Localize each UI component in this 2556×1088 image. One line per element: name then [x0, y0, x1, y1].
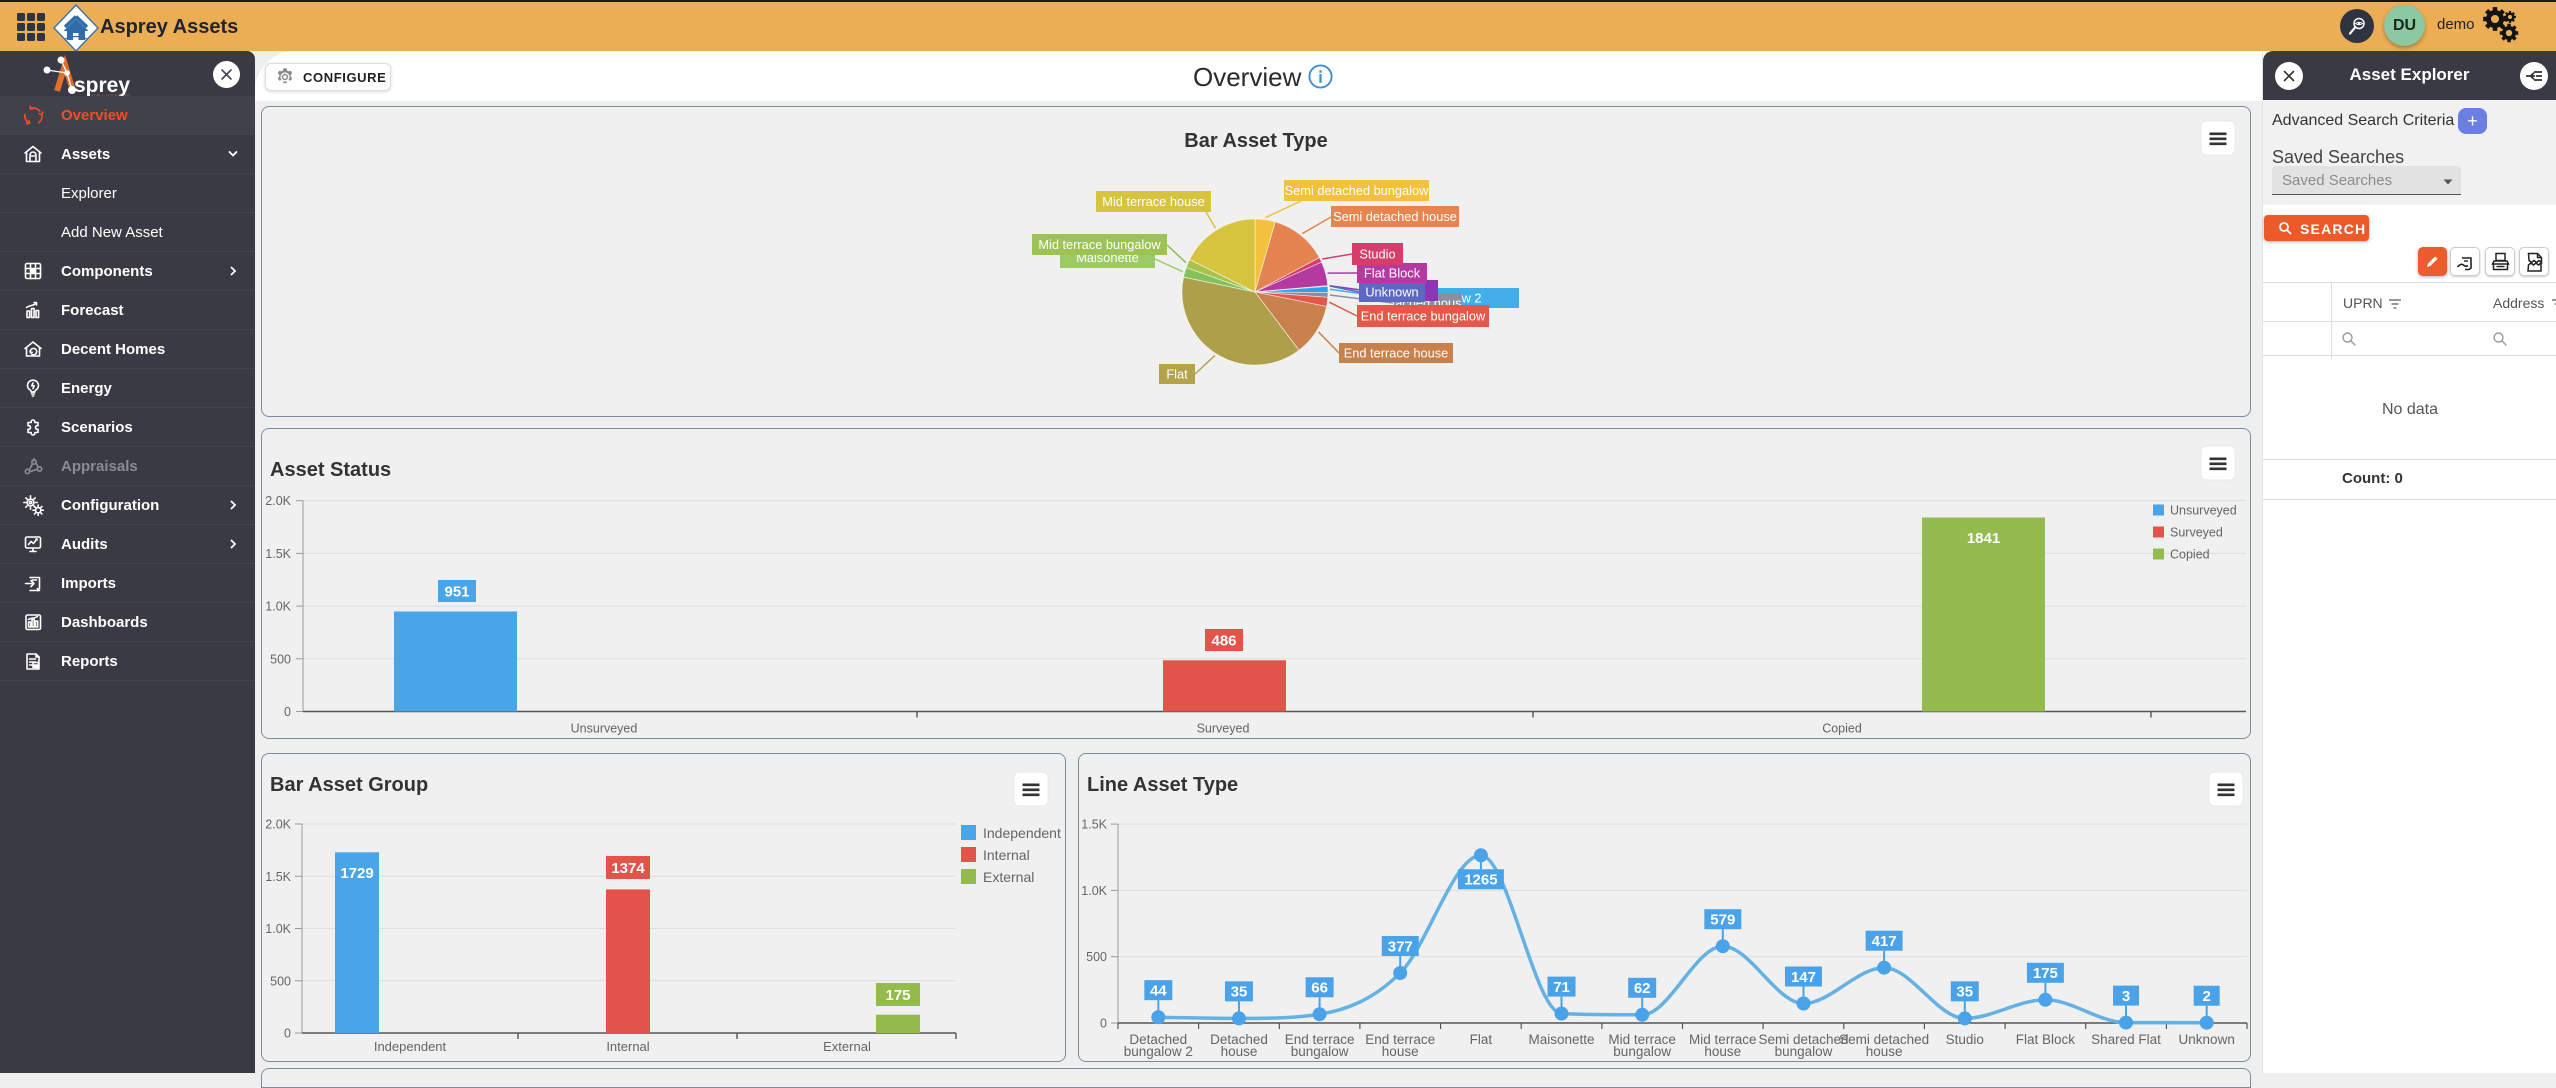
svg-text:1374: 1374	[611, 860, 645, 877]
svg-text:1841: 1841	[1967, 530, 2000, 547]
svg-text:1.5K: 1.5K	[265, 547, 291, 561]
svg-text:2.0K: 2.0K	[265, 818, 291, 832]
svg-text:1.5K: 1.5K	[265, 870, 291, 884]
svg-text:Mid terrace: Mid terrace	[1608, 1032, 1676, 1047]
svg-text:house: house	[1382, 1044, 1419, 1059]
svg-text:0: 0	[284, 705, 291, 719]
svg-text:Mid terrace house: Mid terrace house	[1102, 194, 1204, 209]
svg-text:71: 71	[1553, 979, 1570, 996]
svg-text:External: External	[983, 869, 1034, 885]
svg-text:End terrace: End terrace	[1285, 1032, 1355, 1047]
svg-text:1.0K: 1.0K	[1081, 884, 1107, 898]
svg-text:62: 62	[1634, 980, 1651, 997]
svg-text:End terrace bungalow: End terrace bungalow	[1361, 308, 1486, 323]
svg-text:Independent: Independent	[374, 1039, 447, 1054]
svg-text:2: 2	[2203, 988, 2211, 1005]
svg-text:house: house	[1221, 1044, 1258, 1059]
svg-text:Line Asset Type: Line Asset Type	[1087, 774, 1238, 796]
svg-text:3: 3	[2122, 988, 2130, 1005]
svg-text:Mid terrace: Mid terrace	[1689, 1032, 1757, 1047]
svg-text:1.0K: 1.0K	[265, 922, 291, 936]
svg-text:Mid terrace bungalow: Mid terrace bungalow	[1038, 237, 1161, 252]
svg-text:ow 2: ow 2	[1454, 291, 1481, 306]
svg-text:500: 500	[270, 652, 291, 666]
svg-text:377: 377	[1388, 938, 1413, 955]
svg-text:417: 417	[1872, 933, 1897, 950]
svg-text:66: 66	[1311, 979, 1328, 996]
svg-text:Internal: Internal	[606, 1039, 649, 1054]
svg-text:Semi detached: Semi detached	[1839, 1032, 1929, 1047]
svg-text:500: 500	[1086, 950, 1107, 964]
svg-text:Unsurveyed: Unsurveyed	[2170, 504, 2237, 518]
svg-text:35: 35	[1956, 984, 1973, 1001]
svg-text:Semi detached bungalow: Semi detached bungalow	[1285, 183, 1429, 198]
svg-text:Bar Asset Group: Bar Asset Group	[270, 774, 428, 796]
svg-text:Shared Flat: Shared Flat	[2091, 1032, 2161, 1047]
svg-text:Internal: Internal	[983, 847, 1030, 863]
svg-text:Unknown: Unknown	[2179, 1032, 2235, 1047]
svg-text:Studio: Studio	[1359, 246, 1395, 261]
svg-text:175: 175	[885, 987, 910, 1004]
svg-text:579: 579	[1710, 911, 1735, 928]
svg-text:951: 951	[444, 583, 469, 600]
svg-text:Surveyed: Surveyed	[2170, 526, 2223, 540]
svg-text:0: 0	[284, 1027, 291, 1041]
svg-text:175: 175	[2033, 965, 2058, 982]
svg-text:1.0K: 1.0K	[265, 600, 291, 614]
svg-text:bungalow: bungalow	[1291, 1044, 1349, 1059]
svg-text:1265: 1265	[1464, 872, 1497, 889]
svg-text:End terrace house: End terrace house	[1344, 345, 1449, 360]
svg-text:External: External	[823, 1039, 871, 1054]
svg-text:bungalow 2: bungalow 2	[1124, 1044, 1193, 1059]
svg-text:Detached: Detached	[1129, 1032, 1187, 1047]
svg-text:44: 44	[1150, 982, 1167, 999]
svg-text:Semi detached: Semi detached	[1758, 1032, 1848, 1047]
svg-text:Copied: Copied	[2170, 548, 2210, 562]
svg-text:Unsurveyed: Unsurveyed	[571, 722, 638, 736]
svg-text:Flat: Flat	[1470, 1032, 1493, 1047]
svg-text:house: house	[1866, 1044, 1903, 1059]
svg-text:house: house	[1704, 1044, 1741, 1059]
svg-text:1729: 1729	[340, 865, 373, 882]
svg-text:Flat: Flat	[1166, 366, 1188, 381]
svg-text:147: 147	[1791, 969, 1816, 986]
svg-text:Flat Block: Flat Block	[2016, 1032, 2076, 1047]
svg-text:2.0K: 2.0K	[265, 494, 291, 508]
svg-text:Flat Block: Flat Block	[1364, 265, 1421, 280]
svg-text:Detached: Detached	[1210, 1032, 1268, 1047]
svg-text:35: 35	[1231, 984, 1248, 1001]
svg-text:1.5K: 1.5K	[1081, 818, 1107, 832]
svg-text:bungalow: bungalow	[1613, 1044, 1671, 1059]
svg-text:486: 486	[1211, 632, 1236, 649]
svg-text:500: 500	[270, 974, 291, 988]
svg-text:bungalow: bungalow	[1775, 1044, 1833, 1059]
svg-text:Bar Asset Type: Bar Asset Type	[1184, 130, 1327, 152]
svg-text:Independent: Independent	[983, 825, 1061, 841]
svg-text:Maisonette: Maisonette	[1528, 1032, 1594, 1047]
svg-text:Surveyed: Surveyed	[1197, 722, 1250, 736]
svg-text:End terrace: End terrace	[1365, 1032, 1435, 1047]
svg-text:Unknown: Unknown	[1365, 284, 1418, 299]
svg-text:0: 0	[1100, 1017, 1107, 1031]
svg-text:Studio: Studio	[1946, 1032, 1984, 1047]
svg-text:Semi detached house: Semi detached house	[1333, 209, 1457, 224]
svg-text:Copied: Copied	[1822, 722, 1862, 736]
svg-text:sprey: sprey	[74, 74, 130, 97]
svg-text:Asset Status: Asset Status	[270, 459, 391, 481]
